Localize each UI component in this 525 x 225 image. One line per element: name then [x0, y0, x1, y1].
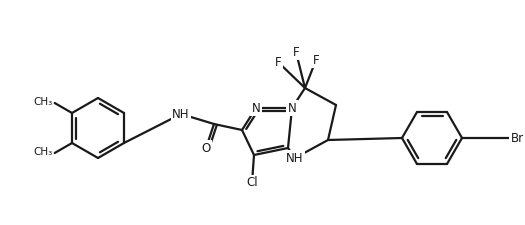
Text: Br: Br	[510, 131, 523, 144]
Text: CH₃: CH₃	[34, 97, 52, 107]
Text: O: O	[202, 142, 211, 155]
Text: N: N	[288, 101, 297, 115]
Text: CH₃: CH₃	[34, 147, 52, 157]
Text: F: F	[275, 56, 281, 68]
Text: F: F	[293, 45, 299, 58]
Text: F: F	[313, 54, 319, 67]
Text: NH: NH	[286, 151, 304, 164]
Text: Cl: Cl	[246, 176, 258, 189]
Text: NH: NH	[172, 108, 190, 121]
Text: N: N	[251, 101, 260, 115]
